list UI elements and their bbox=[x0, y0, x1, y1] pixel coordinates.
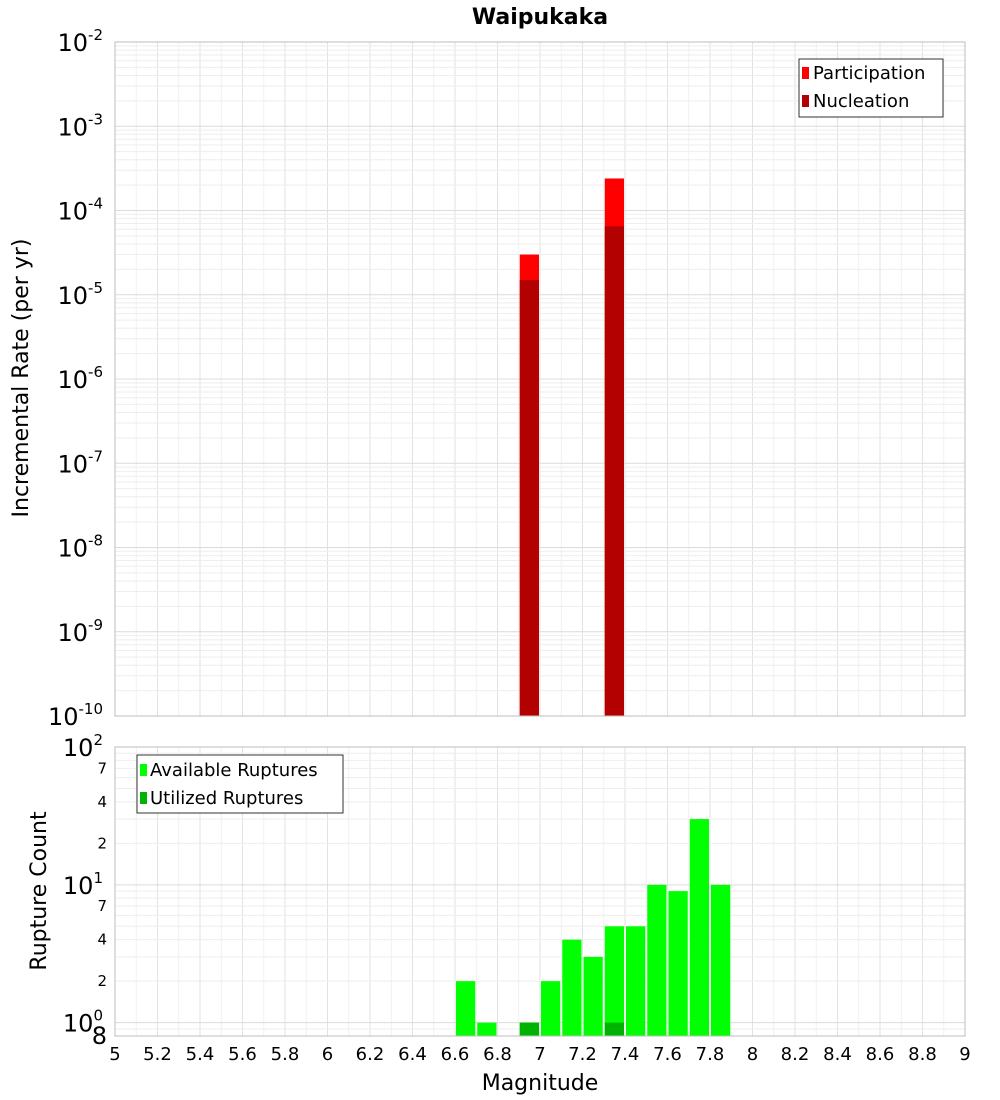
top-plot-border bbox=[114, 41, 966, 717]
top-y-tick-label: 10-8 bbox=[57, 532, 103, 563]
bottom-bar-available-ruptures bbox=[689, 819, 709, 1036]
bottom-y-tick-label: 2 bbox=[97, 972, 107, 990]
bottom-y-tick-label: 4 bbox=[97, 793, 107, 811]
bottom-bar-available-ruptures bbox=[456, 981, 476, 1036]
x-tick-label: 5.2 bbox=[143, 1044, 172, 1065]
bottom-plot-border bbox=[114, 746, 966, 1037]
top-legend: Participation Nucleation bbox=[798, 58, 944, 118]
chart-title: Waipukaka bbox=[472, 5, 608, 30]
top-y-axis-label: Incremental Rate (per yr) bbox=[9, 239, 34, 518]
top-y-tick-label: 10-2 bbox=[57, 26, 103, 57]
bottom-bar-utilized-ruptures bbox=[604, 1022, 624, 1036]
top-panel: 10-10 10-9 10-8 10-7 10-6 10-5 10-4 10-3 10-2 Par… bbox=[48, 26, 966, 731]
x-tick-label: 9 bbox=[959, 1044, 970, 1065]
x-tick-label: 7 bbox=[534, 1044, 545, 1065]
top-y-tick-label: 10-6 bbox=[57, 363, 103, 394]
top-bar-nucleation bbox=[604, 226, 624, 716]
top-legend-swatch bbox=[802, 67, 809, 79]
x-tick-label: 8 bbox=[747, 1044, 758, 1065]
x-tick-label: 8.8 bbox=[908, 1044, 937, 1065]
bottom-y-tick-label: 8 bbox=[92, 1022, 107, 1050]
x-tick-label: 5 bbox=[109, 1044, 120, 1065]
top-y-tick-label: 10-9 bbox=[57, 616, 103, 647]
x-tick-label: 7.8 bbox=[696, 1044, 725, 1065]
bottom-bar-available-ruptures bbox=[647, 884, 667, 1036]
top-legend-box bbox=[798, 58, 944, 118]
bottom-y-tick-label: 7 bbox=[97, 759, 107, 777]
x-tick-label: 7.6 bbox=[653, 1044, 682, 1065]
bottom-legend-box bbox=[136, 754, 344, 814]
bottom-y-tick-label: 100 bbox=[63, 1007, 103, 1038]
x-tick-label: 8.6 bbox=[866, 1044, 895, 1065]
bottom-bar-available-ruptures bbox=[477, 1022, 497, 1036]
bottom-bar-available-ruptures bbox=[604, 926, 624, 1036]
x-tick-label: 6.2 bbox=[356, 1044, 385, 1065]
x-tick-label: 6.4 bbox=[398, 1044, 427, 1065]
top-legend-label: Participation bbox=[813, 63, 925, 84]
top-y-tick-label: 10-7 bbox=[57, 447, 103, 478]
bottom-y-tick-label: 2 bbox=[97, 834, 107, 852]
x-tick-label: 5.4 bbox=[186, 1044, 215, 1065]
x-tick-label: 5.6 bbox=[228, 1044, 257, 1065]
bottom-legend-swatch bbox=[140, 764, 147, 776]
bottom-bar-available-ruptures bbox=[583, 956, 603, 1036]
x-tick-label: 7.4 bbox=[611, 1044, 640, 1065]
bottom-legend-label: Utilized Ruptures bbox=[150, 788, 303, 809]
x-axis-label: Magnitude bbox=[482, 1071, 599, 1096]
top-y-tick-label: 10-10 bbox=[48, 700, 103, 731]
x-tick-label: 6.8 bbox=[483, 1044, 512, 1065]
bottom-y-tick-label: 4 bbox=[97, 931, 107, 949]
bottom-bar-utilized-ruptures bbox=[519, 1022, 539, 1036]
bottom-bar-available-ruptures bbox=[562, 939, 582, 1036]
bottom-y-tick-label: 102 bbox=[63, 731, 103, 762]
bottom-bar-available-ruptures bbox=[626, 926, 646, 1036]
bottom-y-tick-label: 7 bbox=[97, 897, 107, 915]
x-tick-label: 8.4 bbox=[823, 1044, 852, 1065]
bottom-bar-available-ruptures bbox=[668, 891, 688, 1036]
top-legend-swatch bbox=[802, 95, 809, 107]
bottom-bar-available-ruptures bbox=[541, 981, 561, 1036]
top-y-tick-label: 10-5 bbox=[57, 279, 103, 310]
top-legend-label: Nucleation bbox=[813, 91, 909, 112]
x-tick-label: 6 bbox=[322, 1044, 333, 1065]
x-tick-label: 7.2 bbox=[568, 1044, 597, 1065]
bottom-y-tick-label: 101 bbox=[63, 869, 103, 900]
top-y-tick-label: 10-3 bbox=[57, 110, 103, 141]
x-tick-label: 6.6 bbox=[441, 1044, 470, 1065]
bottom-y-axis-label: Rupture Count bbox=[27, 811, 52, 971]
bottom-legend: Available Ruptures Utilized Ruptures bbox=[136, 754, 344, 814]
top-bar-nucleation bbox=[519, 279, 539, 716]
top-y-tick-label: 10-4 bbox=[57, 195, 103, 226]
bottom-legend-swatch bbox=[140, 792, 147, 804]
x-tick-label: 5.8 bbox=[271, 1044, 300, 1065]
bottom-bar-available-ruptures bbox=[711, 884, 731, 1036]
x-tick-label: 8.2 bbox=[781, 1044, 810, 1065]
bottom-legend-label: Available Ruptures bbox=[150, 760, 318, 781]
